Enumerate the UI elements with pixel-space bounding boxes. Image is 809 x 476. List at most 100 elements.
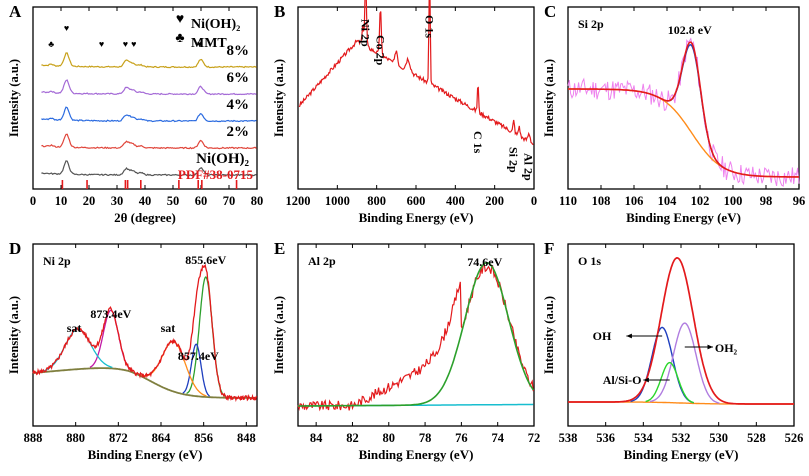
x-tick-label: 20: [83, 194, 96, 208]
x-tick-label: 104: [658, 194, 678, 208]
phase-marker: ♥: [131, 39, 136, 49]
alsio-arrow-head: [643, 377, 649, 383]
peak-annotation: O 1s: [423, 15, 437, 38]
fit-component-2: [645, 361, 694, 404]
panel-F: 538 536 534 532 530 528 526 Binding Energy (eV)…: [542, 239, 803, 462]
x-tick-label: 84: [310, 431, 323, 445]
x-tick-label: 70: [223, 194, 236, 208]
panel-D: 888 880 872 864 856 848 Binding Energy (eV) Int…: [7, 239, 258, 462]
y-axis-label: Intensity (a.u.): [272, 59, 286, 137]
panel-title: Ni 2p: [43, 254, 71, 268]
peak-annotation: Ni 2p: [359, 19, 373, 47]
x-tick-label: 1000: [325, 194, 350, 208]
x-tick-label: 110: [559, 194, 577, 208]
survey-spectrum: [298, 0, 534, 146]
peak-annotation: Si 2p: [507, 147, 521, 173]
xrd-curve-2%: [41, 133, 257, 150]
x-tick-label: 532: [672, 431, 691, 445]
legend-label: MMT: [191, 36, 227, 51]
panel-D-frame: [32, 243, 258, 427]
panel-C: 110 108 106 104 102 100 98 96 Binding Energy (eV…: [542, 2, 805, 225]
x-tick-label: 872: [109, 431, 128, 445]
peak-annotation: 855.6eV: [185, 253, 226, 267]
panel-label: C: [544, 2, 556, 21]
panel-label: B: [274, 2, 285, 21]
oh2-arrow-head: [707, 344, 714, 350]
fit-component-1: [649, 322, 720, 404]
legend-label: Ni(OH)₂: [191, 17, 240, 32]
x-tick-label: 800: [367, 194, 386, 208]
panel-label: F: [544, 239, 554, 258]
peak-annotation: OH: [593, 329, 612, 343]
series-label: 8%: [227, 43, 250, 59]
panel-label: D: [9, 239, 21, 258]
x-axis-label: Binding Energy (eV): [626, 210, 741, 225]
x-tick-label: 538: [559, 431, 578, 445]
x-tick-label: 0: [30, 194, 36, 208]
peak-annotation: Al 2p: [521, 153, 535, 181]
x-tick-label: 400: [446, 194, 465, 208]
panel-E: 84 82 80 78 76 74 72 Binding Energy (eV) Intensi…: [272, 239, 540, 462]
panel-label: A: [9, 2, 22, 21]
x-tick-label: 96: [793, 194, 806, 208]
x-tick-label: 80: [251, 194, 264, 208]
x-tick-label: 30: [111, 194, 124, 208]
x-tick-label: 528: [747, 431, 766, 445]
x-tick-label: 106: [625, 194, 644, 208]
panel-E-frame: [297, 243, 535, 427]
panel-B-frame: [297, 6, 535, 190]
x-tick-label: 534: [634, 431, 654, 445]
panel-label: E: [274, 239, 285, 258]
x-axis-label: 2θ (degree): [114, 210, 176, 225]
peak-annotation: 857.4eV: [178, 349, 219, 363]
peak-label: 74.6eV: [467, 255, 502, 269]
peak-annotation: Co 2p: [373, 35, 387, 66]
series-label: Ni(OH)₂: [196, 151, 249, 167]
x-tick-label: 102: [691, 194, 710, 208]
fit-envelope: [568, 257, 794, 405]
xrd-curve-4%: [41, 106, 257, 123]
oh-arrow-head: [626, 333, 632, 339]
phase-marker: ♥: [64, 23, 69, 33]
x-tick-label: 888: [24, 431, 43, 445]
x-axis-label: Binding Energy (eV): [88, 447, 203, 462]
series-label: 6%: [227, 70, 250, 86]
xrd-curve-6%: [41, 79, 257, 96]
x-tick-label: 50: [167, 194, 180, 208]
x-tick-label: 60: [195, 194, 208, 208]
x-tick-label: 100: [724, 194, 743, 208]
fit-envelope: [568, 41, 799, 178]
x-axis-label: Binding Energy (eV): [359, 210, 474, 225]
raw-spectrum: [567, 37, 800, 187]
x-axis-label: Binding Energy (eV): [359, 447, 474, 462]
xrd-curve-Ni(OH)2: [41, 160, 257, 177]
phase-marker: ♥: [197, 39, 202, 49]
panel-title: O 1s: [578, 254, 601, 268]
y-axis-label: Intensity (a.u.): [272, 296, 286, 374]
x-tick-label: 78: [419, 431, 432, 445]
x-tick-label: 108: [592, 194, 611, 208]
x-tick-label: 10: [55, 194, 68, 208]
x-tick-label: 0: [531, 194, 537, 208]
peak-annotation: OH₂: [715, 341, 738, 355]
x-tick-label: 72: [528, 431, 541, 445]
panel-title: Si 2p: [578, 17, 604, 31]
peak-annotation: C 1s: [471, 131, 485, 154]
phase-marker: ♣: [48, 39, 54, 49]
y-axis-label: Intensity (a.u.): [542, 59, 556, 137]
x-tick-label: 856: [194, 431, 213, 445]
x-tick-label: 864: [152, 431, 172, 445]
x-tick-label: 600: [407, 194, 426, 208]
fit-component-4: [43, 328, 113, 372]
x-tick-label: 1200: [286, 194, 311, 208]
x-axis-label: Binding Energy (eV): [624, 447, 739, 462]
background-line: [568, 88, 799, 178]
x-tick-label: 848: [237, 431, 256, 445]
peak-annotation: 873.4eV: [90, 307, 131, 321]
series-label: 2%: [227, 124, 250, 140]
x-tick-label: 98: [760, 194, 773, 208]
y-axis-label: Intensity (a.u.): [542, 296, 556, 374]
raw-spectrum: [297, 263, 534, 412]
phase-marker: ♥: [123, 39, 128, 49]
